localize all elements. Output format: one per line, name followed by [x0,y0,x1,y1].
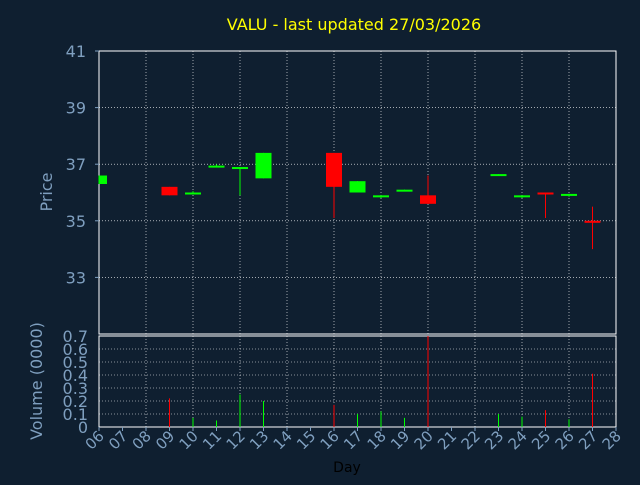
volume-tick-label: 0.3 [63,379,88,398]
x-tick-label: 12 [223,427,249,453]
price-tick-label: 39 [66,99,86,118]
x-tick-label: 16 [317,427,343,453]
x-tick-label: 14 [270,427,296,453]
candle-body [185,192,201,195]
x-tick-label: 21 [434,427,460,453]
candle-body [373,195,389,198]
candle-body [99,175,107,185]
candle-body [396,189,413,192]
x-tick-label: 09 [152,427,178,453]
candle-body [232,167,248,170]
x-tick-label: 27 [575,427,601,453]
volume-tick-label: 0.2 [63,392,88,411]
x-tick-label: 10 [176,427,202,453]
candle-body [584,220,601,223]
volume-tick-label: 0.5 [63,353,88,372]
candle-body [255,152,272,179]
x-tick-label: 25 [528,427,554,453]
volume-panel: 00.10.20.30.40.50.60.7 [63,327,617,437]
candle-body [161,186,178,196]
volume-tick-label: 0.7 [63,327,88,346]
x-tick-label: 13 [246,427,272,453]
price-tick-label: 33 [66,268,86,287]
candle-body [420,195,436,204]
price-axis-label: Price [37,172,56,211]
volume-plot-frame [98,335,617,428]
volume-tick-label: 0 [78,418,88,437]
volume-tick-label: 0.6 [63,340,88,359]
candle-body [490,174,507,177]
candle-body [561,193,577,196]
x-tick-labels: 0607080910111213141516171819202122232425… [82,427,625,453]
volume-axis-label: Volume (0000) [27,322,46,440]
x-tick-label: 22 [458,427,484,453]
candle-body [326,152,342,187]
price-tick-label: 35 [66,212,86,231]
x-tick-label: 18 [364,427,390,453]
x-tick-label: 17 [340,427,366,453]
x-axis-label: Day [333,460,361,476]
chart-title: VALU - last updated 27/03/2026 [227,15,481,34]
candle-body [208,165,225,168]
x-tick-label: 24 [505,427,531,453]
x-tick-label: 15 [293,427,319,453]
x-tick-label: 08 [129,427,155,453]
x-tick-label: 23 [481,427,507,453]
x-tick-label: 20 [411,427,437,453]
candle-body [537,192,554,195]
volume-tick-label: 0.1 [63,405,88,424]
x-tick-label: 28 [599,427,625,453]
price-tick-label: 37 [66,155,86,174]
x-tick-label: 19 [387,427,413,453]
price-tick-label: 41 [66,42,86,61]
x-tick-label: 26 [552,427,578,453]
volume-tick-label: 0.4 [63,366,88,385]
candle-body [514,195,530,198]
price-panel: 33 35 37 39 41 [66,42,617,335]
x-tick-label: 07 [105,427,131,453]
candle-body [349,181,366,193]
x-tick-label: 11 [199,427,225,453]
